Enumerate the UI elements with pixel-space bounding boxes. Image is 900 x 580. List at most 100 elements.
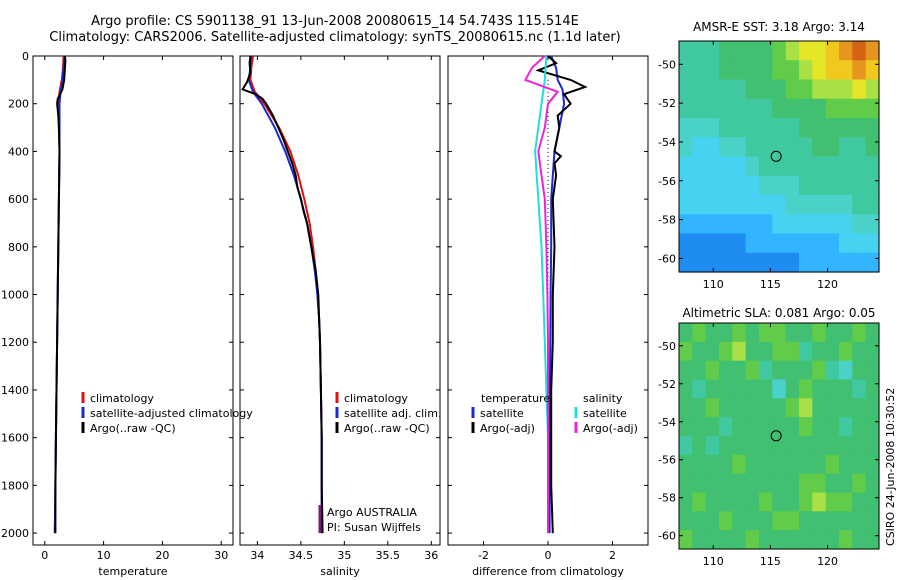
heatmap-cell <box>852 98 867 119</box>
heatmap-cell <box>825 137 840 158</box>
heatmap-cell <box>825 252 840 273</box>
heatmap-cell <box>745 398 760 418</box>
heatmap-cell <box>865 323 880 343</box>
heatmap-cell <box>679 252 693 273</box>
heatmap-cell <box>705 360 720 381</box>
heatmap-cell <box>705 530 720 550</box>
heatmap-cell <box>719 379 733 399</box>
heatmap-cell <box>799 175 813 196</box>
sla-map-title: Altimetric SLA: 0.081 Argo: 0.05 <box>682 306 876 320</box>
heatmap-cell <box>759 360 773 381</box>
heatmap-cell <box>745 436 760 456</box>
heatmap-cell <box>825 360 840 381</box>
heatmap-cell <box>679 137 693 158</box>
heatmap-cell <box>865 379 880 399</box>
heatmap-cell <box>852 233 867 254</box>
map-amsr-e-sst <box>678 40 880 273</box>
heatmap-cell <box>732 492 747 512</box>
heatmap-cell <box>785 436 800 456</box>
heatmap-cell <box>785 360 800 381</box>
legend-label: climatology <box>90 392 154 405</box>
heatmap-cell <box>772 417 787 437</box>
depth-tick-label: 1600 <box>1 432 29 445</box>
heatmap-cell <box>799 417 813 437</box>
heatmap-cell <box>745 323 760 343</box>
heatmap-cell <box>839 398 853 418</box>
legend-label: Argo(..raw -QC) <box>344 422 430 435</box>
heatmap-cell <box>812 118 827 138</box>
heatmap-cell <box>732 323 747 343</box>
heatmap-cell <box>732 473 747 494</box>
heatmap-cell <box>812 417 827 437</box>
heatmap-cell <box>865 233 880 254</box>
heatmap-cell <box>839 79 853 100</box>
heatmap-cell <box>705 492 720 512</box>
heatmap-cell <box>692 137 707 158</box>
heatmap-cell <box>839 454 853 475</box>
heatmap-cell <box>692 341 707 362</box>
heatmap-cell <box>759 417 773 437</box>
heatmap-cell <box>812 379 827 399</box>
heatmap-cell <box>719 60 733 81</box>
heatmap-cell <box>865 473 880 494</box>
heatmap-cell <box>745 41 760 61</box>
depth-tick-label: 400 <box>8 145 29 158</box>
argo-location-marker <box>770 150 782 162</box>
heatmap-cell <box>772 137 787 158</box>
series-line-temperature-satellite <box>548 55 566 534</box>
depth-tick-label: 200 <box>8 98 29 111</box>
heatmap-cell <box>865 137 880 158</box>
heatmap-cell <box>759 41 773 61</box>
heatmap-cell <box>852 379 867 399</box>
heatmap-cell <box>732 214 747 235</box>
legend-label: Argo(-adj) <box>583 422 638 435</box>
heatmap-cell <box>865 79 880 100</box>
heatmap-cell <box>772 511 787 531</box>
x-tick-label: 2 <box>609 549 616 562</box>
heatmap-cell <box>705 473 720 494</box>
depth-tick-label: 1200 <box>1 336 29 349</box>
map-frame <box>678 322 880 550</box>
heatmap-cell <box>692 530 707 550</box>
heatmap-cell <box>812 492 827 512</box>
heatmap-cell <box>719 436 733 456</box>
heatmap-cell <box>719 118 733 138</box>
heatmap-cell <box>785 323 800 343</box>
lon-tick-label: 120 <box>817 555 838 568</box>
heatmap-cell <box>759 398 773 418</box>
heatmap-cell <box>759 175 773 196</box>
heatmap-cell <box>772 118 787 138</box>
heatmap-cell <box>692 360 707 381</box>
heatmap-cell <box>705 156 720 177</box>
heatmap-cell <box>772 454 787 475</box>
legend-label: Argo(..raw -QC) <box>90 422 176 435</box>
heatmap-cell <box>865 156 880 177</box>
heatmap-cell <box>679 454 693 475</box>
heatmap-cell <box>799 98 813 119</box>
heatmap-cell <box>732 454 747 475</box>
heatmap-cell <box>839 98 853 119</box>
heatmap-cell <box>759 511 773 531</box>
heatmap-cell <box>759 60 773 81</box>
heatmap-cell <box>812 473 827 494</box>
heatmap-cell <box>692 60 707 81</box>
x-axis-label: salinity <box>320 565 360 578</box>
lat-tick-label: -56 <box>658 175 676 188</box>
heatmap-cell <box>852 195 867 215</box>
annotation-line-2: PI: Susan Wijffels <box>327 521 421 534</box>
heatmap-cell <box>852 417 867 437</box>
x-tick-label: 30 <box>214 549 228 562</box>
heatmap-cell <box>799 41 813 61</box>
heatmap-cell <box>839 233 853 254</box>
heatmap-cell <box>865 175 880 196</box>
heatmap-cell <box>679 41 693 61</box>
heatmap-cell <box>732 436 747 456</box>
heatmap-cell <box>732 341 747 362</box>
heatmap-cell <box>825 175 840 196</box>
heatmap-cell <box>719 175 733 196</box>
heatmap-cell <box>785 473 800 494</box>
lon-tick-label: 120 <box>817 278 838 291</box>
heatmap-cell <box>852 79 867 100</box>
heatmap-cell <box>785 379 800 399</box>
